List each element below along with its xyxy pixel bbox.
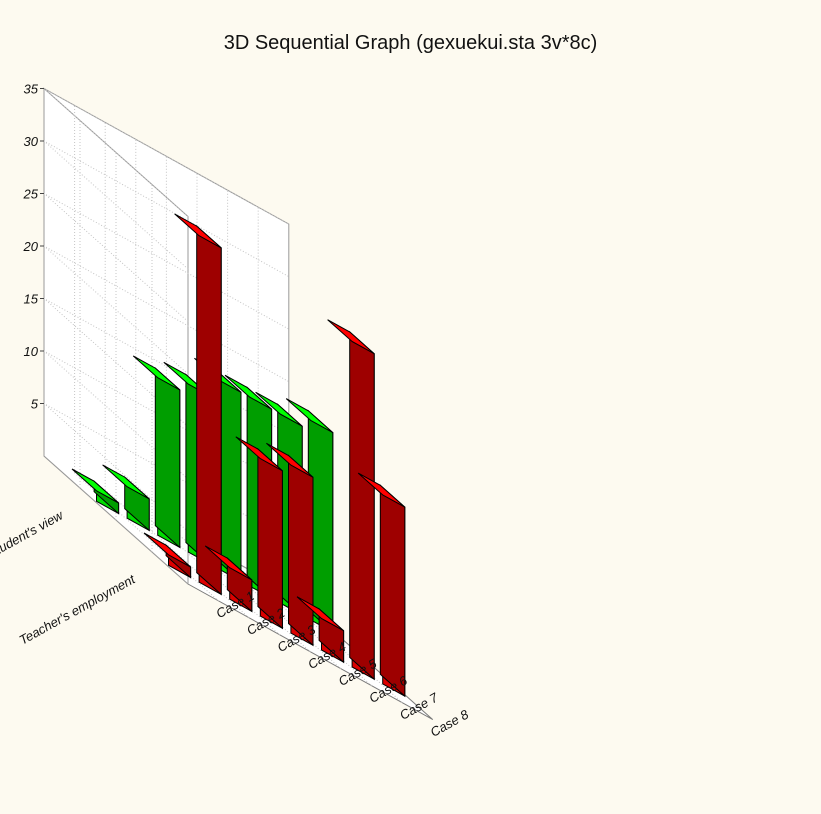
bar-top-face xyxy=(224,374,272,410)
z-tick-label: 15 xyxy=(24,292,39,307)
bar-top-face xyxy=(143,532,191,568)
bar-side-face xyxy=(349,330,375,681)
bar-teacher-s-employment-case-1 xyxy=(143,532,192,579)
series-label-student-s-view: Student's view xyxy=(0,507,67,561)
bar-top-face xyxy=(255,391,303,427)
bar-student-s-view-case-1 xyxy=(71,468,120,515)
bar-teacher-s-employment-case-8 xyxy=(357,472,406,698)
bar-side-face xyxy=(196,224,222,596)
bar-top-face xyxy=(71,468,119,504)
z-tick-label: 20 xyxy=(23,239,39,254)
bar-student-s-view-case-8 xyxy=(285,398,334,634)
bar-top-face xyxy=(266,442,314,478)
bar-teacher-s-employment-case-4 xyxy=(235,436,283,630)
bar-teacher-s-employment-case-2 xyxy=(174,213,222,596)
z-tick-label: 30 xyxy=(24,134,39,149)
bar-top-face xyxy=(132,355,181,391)
z-tick-label: 25 xyxy=(23,187,39,202)
bar-teacher-s-employment-case-6 xyxy=(296,596,345,664)
bar-top-face xyxy=(296,596,344,632)
z-tick-label: 35 xyxy=(24,82,39,97)
chart-title: 3D Sequential Graph (gexuekui.sta 3v*8c) xyxy=(223,32,598,54)
bar-top-face xyxy=(102,464,150,500)
bar-top-face xyxy=(174,213,222,249)
case-label: Case 8 xyxy=(428,706,472,739)
bar-student-s-view-case-3 xyxy=(132,355,181,549)
chart-bars xyxy=(71,213,406,698)
bar-student-s-view-case-2 xyxy=(102,464,150,532)
bar-teacher-s-employment-case-5 xyxy=(266,442,314,647)
bar-top-face xyxy=(285,398,334,434)
bar-side-face xyxy=(154,366,181,549)
grid-line xyxy=(104,489,250,619)
bar-side-face xyxy=(379,484,406,698)
bar-top-face xyxy=(357,472,406,508)
grid-line xyxy=(74,472,219,602)
bar-teacher-s-employment-case-3 xyxy=(204,545,253,613)
bar-top-face xyxy=(204,545,253,581)
bar-side-face xyxy=(257,447,283,630)
bar-top-face xyxy=(235,436,283,472)
series-label-teacher-s-employment: Teacher's employment xyxy=(17,571,139,648)
bar-teacher-s-employment-case-7 xyxy=(327,319,375,681)
bar-side-face xyxy=(288,454,314,647)
z-tick-label: 10 xyxy=(24,344,39,359)
z-tick-label: 5 xyxy=(31,397,39,412)
bar-top-face xyxy=(327,319,375,355)
